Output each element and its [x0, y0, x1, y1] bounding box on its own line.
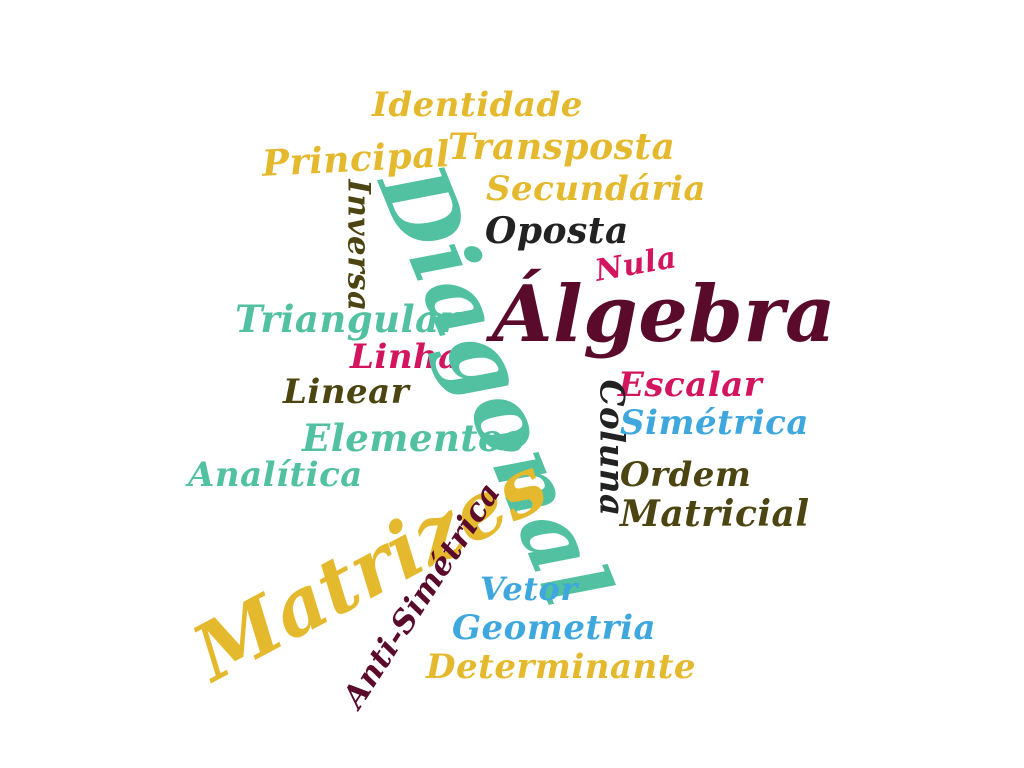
word-determinante: Determinante [426, 650, 696, 684]
word-linear: Linear [283, 375, 409, 409]
word-oposta: Oposta [485, 213, 629, 249]
word-algebra: Álgebra [492, 276, 836, 354]
word-secundaria: Secundária [486, 172, 706, 206]
word-matricial: Matricial [620, 496, 810, 532]
word-identidade: Identidade [372, 88, 583, 122]
word-analitica: Analítica [188, 458, 363, 492]
word-escalar: Escalar [618, 368, 762, 402]
word-geometria: Geometria [452, 611, 656, 645]
word-simetrica: Simétrica [620, 406, 809, 440]
word-vetor: Vetor [480, 573, 578, 605]
word-transposta: Transposta [448, 129, 675, 165]
word-ordem: Ordem [620, 458, 751, 492]
